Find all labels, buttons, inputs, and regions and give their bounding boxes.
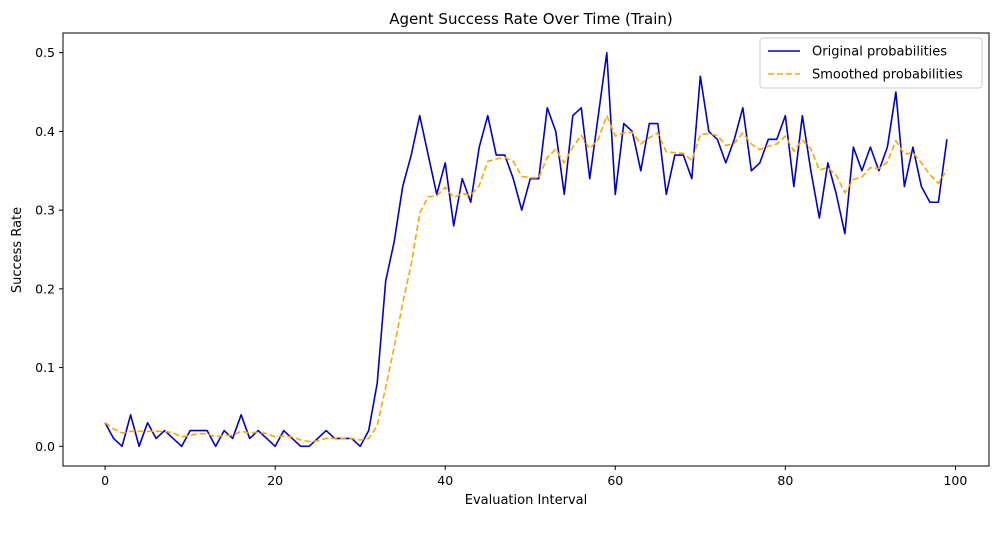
legend-label-smoothed: Smoothed probabilities — [812, 68, 963, 83]
y-tick-label: 0.2 — [35, 281, 55, 296]
series-line-smoothed — [104, 114, 948, 443]
plot-frame — [62, 32, 990, 467]
x-axis-ticks: 0 20 40 60 80 100 — [101, 466, 967, 488]
y-tick-label: 0.0 — [35, 439, 55, 454]
y-tick-label: 0.5 — [35, 45, 55, 60]
x-axis-label: Evaluation Interval — [465, 493, 588, 508]
y-axis-ticks: 0.0 0.1 0.2 0.3 0.4 0.5 — [35, 45, 63, 454]
legend-label-original: Original probabilities — [812, 45, 947, 60]
series-line-original — [104, 51, 948, 448]
x-tick-label: 20 — [267, 473, 283, 488]
legend-box — [759, 37, 983, 89]
chart-title: Agent Success Rate Over Time (Train) — [389, 10, 673, 28]
plot-area: 0 20 40 60 80 100 0.0 0.1 0.2 0.3 0.4 0.5 — [35, 32, 990, 488]
x-tick-label: 100 — [943, 473, 967, 488]
y-tick-label: 0.3 — [35, 203, 55, 218]
y-axis-label: Success Rate — [10, 207, 25, 293]
legend: Original probabilities Smoothed probabil… — [759, 37, 983, 89]
series-lines — [104, 51, 948, 448]
y-tick-label: 0.1 — [35, 360, 55, 375]
x-tick-label: 0 — [101, 473, 109, 488]
x-tick-label: 40 — [437, 473, 453, 488]
x-tick-label: 80 — [777, 473, 793, 488]
y-tick-label: 0.4 — [35, 124, 55, 139]
x-tick-label: 60 — [607, 473, 623, 488]
